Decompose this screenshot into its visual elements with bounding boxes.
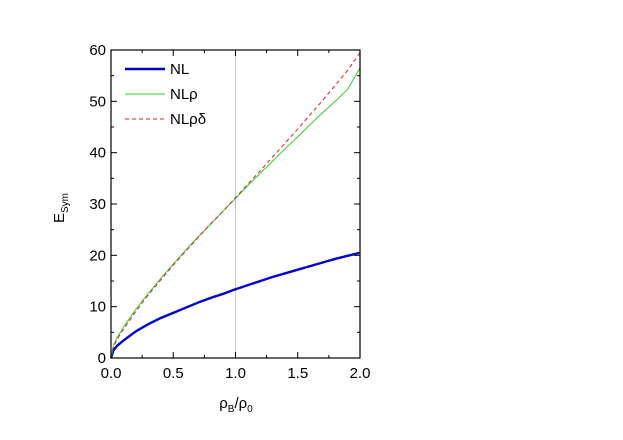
x-tick-label: 0.0	[101, 365, 122, 382]
series-layer	[109, 52, 361, 359]
legend-label-nl-rho-delta: NLρδ	[170, 111, 206, 128]
y-tick-label: 30	[89, 196, 106, 213]
y-tick-label: 40	[89, 145, 106, 162]
y-axis-title-sub: Sym	[60, 193, 71, 213]
y-tick-label: 10	[89, 299, 106, 316]
x-axis-title-main: ρ	[219, 395, 228, 412]
x-axis-title-sub2: 0	[247, 404, 253, 415]
ticks-layer	[110, 49, 361, 359]
x-axis-title: ρB/ρ0	[219, 395, 253, 415]
x-tick-label: 1.0	[225, 365, 246, 382]
legend: NL NLρ NLρδ	[125, 61, 206, 128]
x-tick-label: 1.5	[287, 365, 308, 382]
y-tick-label: 20	[89, 247, 106, 264]
tick-labels-layer: 0.0 0.5 1.0 1.5 2.0 0 10 20 30 40 50 60	[89, 42, 370, 382]
x-tick-label: 0.5	[163, 365, 184, 382]
legend-label-nl-rho: NLρ	[170, 86, 198, 103]
y-tick-label: 50	[89, 93, 106, 110]
series-line-nl	[109, 251, 361, 359]
y-tick-label: 0	[98, 350, 106, 367]
x-tick-label: 2.0	[350, 365, 371, 382]
x-axis-title-sub: B	[228, 404, 235, 415]
series-line-nl-rho	[110, 67, 361, 359]
y-tick-label: 60	[89, 42, 106, 59]
x-axis-title-slash: /ρ	[234, 395, 247, 412]
svg-text:ESym: ESym	[51, 193, 71, 223]
series-line-nl-rho-delta	[110, 52, 361, 359]
y-axis-title: ESym	[51, 193, 71, 223]
legend-label-nl: NL	[170, 61, 189, 78]
y-axis-title-main: E	[51, 213, 68, 223]
